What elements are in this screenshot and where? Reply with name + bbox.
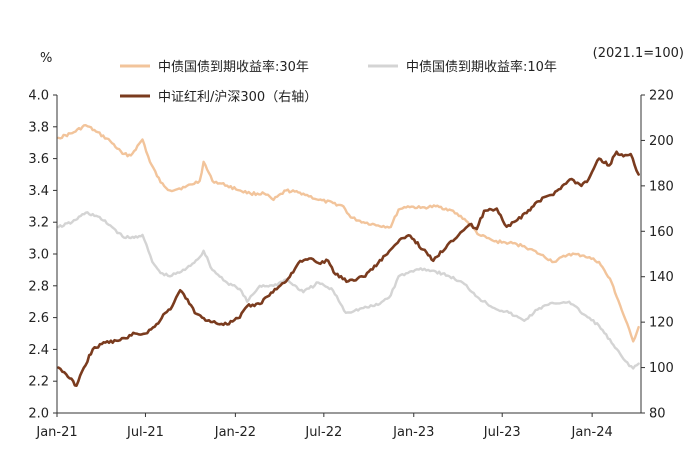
right-tick-label: 220: [649, 89, 674, 104]
left-tick-label: 3.4: [28, 184, 49, 199]
right-tick-label: 140: [649, 270, 674, 285]
x-tick-label: Jan-24: [570, 425, 612, 440]
series-line-1: [57, 123, 640, 343]
x-tick-label: Jul-21: [126, 425, 164, 440]
left-tick-label: 3.0: [28, 248, 49, 263]
right-tick-label: 120: [649, 316, 674, 331]
right-tick-label: 180: [649, 179, 674, 194]
left-axis-unit: %: [40, 51, 52, 66]
x-tick-label: Jul-22: [304, 425, 342, 440]
series-line-3: [57, 150, 640, 388]
left-tick-label: 2.6: [28, 311, 49, 326]
left-tick-label: 3.2: [28, 216, 49, 231]
x-tick-label: Jan-23: [392, 425, 434, 440]
x-tick-label: Jan-21: [35, 425, 77, 440]
legend-label-1: 中债国债到期收益率:30年: [158, 59, 309, 75]
legend-label-3: 中证红利/沪深300（右轴）: [158, 89, 317, 105]
left-tick-label: 2.4: [28, 343, 49, 358]
left-tick-label: 2.0: [28, 407, 49, 422]
series-layer: [57, 123, 640, 388]
base-note: (2021.1=100): [593, 46, 684, 61]
right-tick-label: 200: [649, 134, 674, 149]
axes-layer: 2.0 2.2 2.4 2.6 2.8 3.0 3.2 3.4 3.6 3.8 4.0 80 100 12…: [28, 89, 674, 441]
left-tick-label: 3.8: [28, 120, 49, 135]
right-tick-label: 80: [649, 407, 666, 422]
x-tick-label: Jul-23: [483, 425, 521, 440]
legend-label-2: 中债国债到期收益率:10年: [406, 59, 557, 75]
x-tick-label: Jan-22: [214, 425, 256, 440]
series-line-2: [57, 211, 640, 370]
left-tick-label: 3.6: [28, 152, 49, 167]
right-tick-label: 160: [649, 225, 674, 240]
left-tick-label: 2.2: [28, 375, 49, 390]
right-tick-label: 100: [649, 361, 674, 376]
left-tick-label: 2.8: [28, 279, 49, 294]
left-tick-label: 4.0: [28, 89, 49, 104]
